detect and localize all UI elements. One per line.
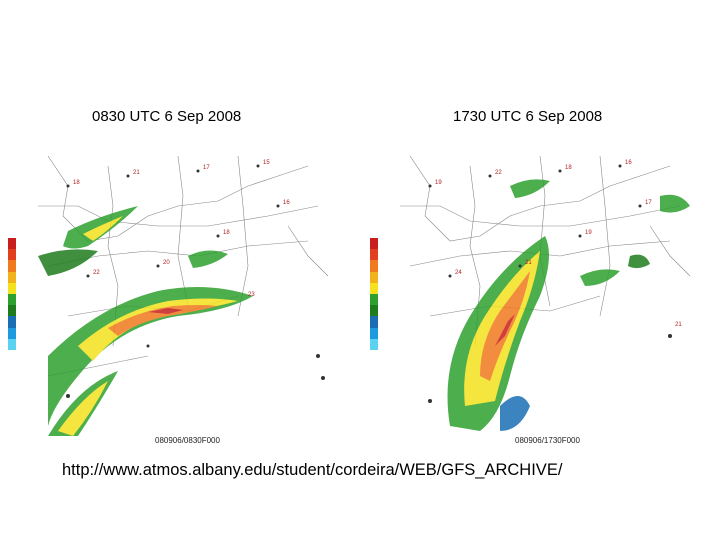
svg-text:19: 19 (585, 230, 592, 236)
svg-text:23: 23 (248, 292, 255, 298)
colorbar-swatch (8, 271, 16, 283)
caption-right: 1730 UTC 6 Sep 2008 (453, 108, 603, 125)
radar-map-right-drawing: 19 22 18 16 24 21 19 17 21 (400, 155, 691, 431)
svg-text:22: 22 (93, 270, 100, 276)
svg-text:20: 20 (163, 260, 170, 266)
colorbar-swatch (370, 260, 378, 272)
timestamp-label-right: 080906/1730F000 (515, 436, 580, 445)
radar-map-right: 19 22 18 16 24 21 19 17 21 (370, 146, 700, 446)
svg-text:24: 24 (455, 270, 462, 276)
colorbar-swatch (8, 293, 16, 306)
svg-text:21: 21 (525, 260, 532, 266)
svg-text:18: 18 (223, 230, 230, 236)
colorbar-swatch (8, 260, 16, 272)
colorbar-swatch (8, 238, 16, 250)
colorbar-swatch (370, 271, 378, 283)
radar-map-left-drawing: 18 21 17 15 22 20 18 16 23 (38, 155, 329, 436)
source-url: http://www.atmos.albany.edu/student/cord… (62, 461, 563, 479)
colorbar-swatch (370, 305, 378, 317)
colorbar-swatch (8, 327, 16, 339)
svg-text:22: 22 (495, 170, 502, 176)
svg-text:16: 16 (625, 160, 632, 166)
colorbar-swatch (8, 249, 16, 261)
colorbar-right (370, 238, 378, 350)
svg-text:21: 21 (675, 322, 682, 328)
colorbar-swatch (8, 316, 16, 328)
colorbar-swatch (370, 238, 378, 250)
radar-map-left: 18 21 17 15 22 20 18 16 23 (8, 146, 338, 446)
svg-text:18: 18 (73, 180, 80, 186)
timestamp-label-left: 080906/0830F000 (155, 436, 220, 445)
svg-text:17: 17 (645, 200, 652, 206)
svg-text:17: 17 (203, 165, 210, 171)
colorbar-swatch (370, 316, 378, 328)
colorbar-left (8, 238, 16, 350)
svg-text:21: 21 (133, 170, 140, 176)
svg-text:15: 15 (263, 160, 270, 166)
colorbar-swatch (8, 338, 16, 350)
colorbar-swatch (370, 327, 378, 339)
colorbar-swatch (8, 282, 16, 294)
colorbar-swatch (370, 338, 378, 350)
caption-left: 0830 UTC 6 Sep 2008 (92, 108, 242, 125)
colorbar-swatch (370, 282, 378, 294)
colorbar-swatch (370, 249, 378, 261)
svg-text:18: 18 (565, 165, 572, 171)
colorbar-swatch (8, 305, 16, 317)
colorbar-swatch (370, 293, 378, 306)
svg-text:19: 19 (435, 180, 442, 186)
svg-text:16: 16 (283, 200, 290, 206)
